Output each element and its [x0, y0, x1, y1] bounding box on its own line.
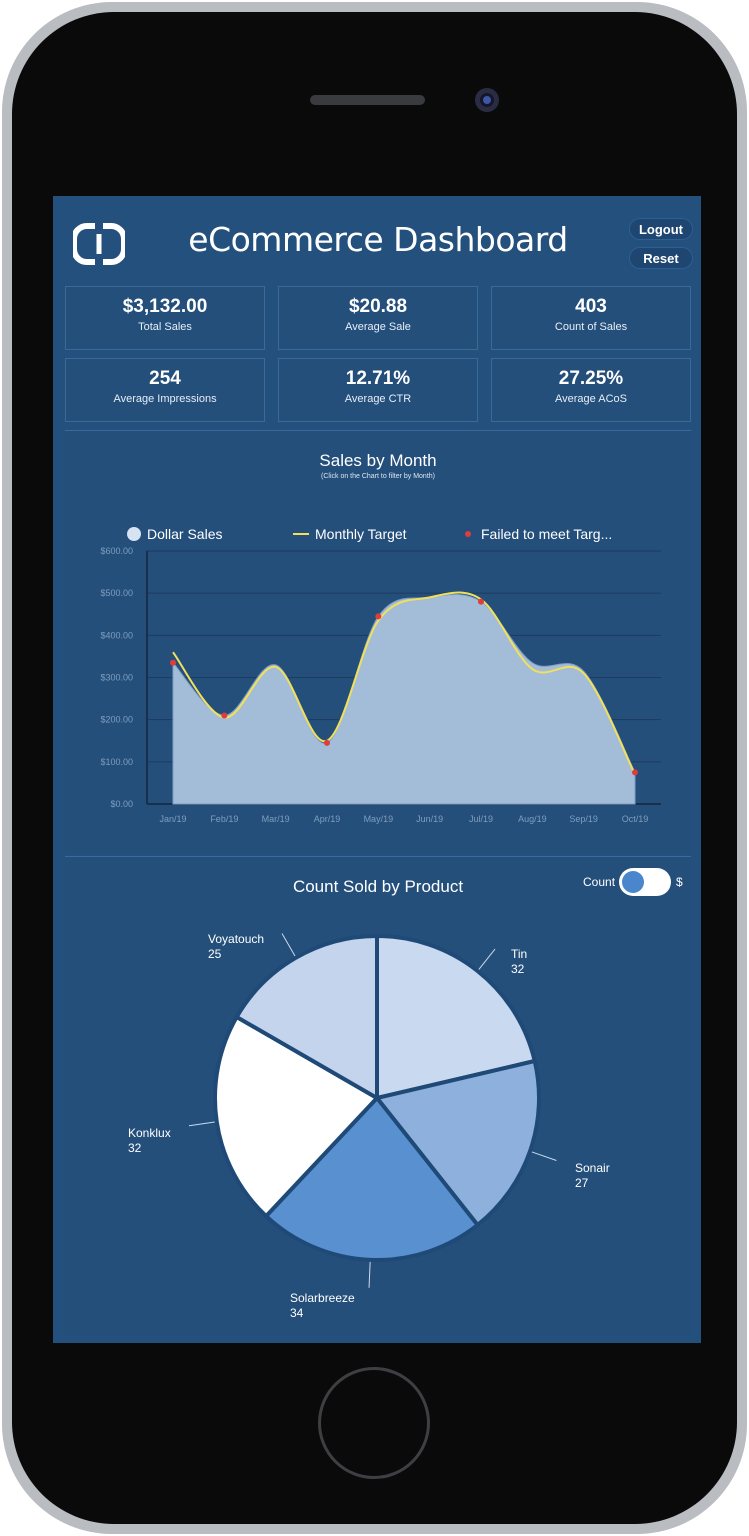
kpi-average-ctr: 12.71% Average CTR: [278, 358, 478, 422]
kpi-average-acos: 27.25% Average ACoS: [491, 358, 691, 422]
sales-by-month-chart[interactable]: $0.00 $100.00 $200.00 $300.00 $400.00 $500.00…: [65, 431, 691, 853]
kpi-label: Average Sale: [345, 321, 411, 333]
failed-target-point: [221, 712, 228, 719]
legend-failed-target[interactable]: Failed to meet Targ...: [465, 526, 612, 542]
kpi-label: Average ACoS: [555, 393, 627, 405]
kpi-count-of-sales: 403 Count of Sales: [491, 286, 691, 350]
kpi-average-impressions: 254 Average Impressions: [65, 358, 265, 422]
series-dollar-sales: [172, 593, 636, 805]
kpi-total-sales: $3,132.00 Total Sales: [65, 286, 265, 350]
x-tick-label: Apr/19: [314, 814, 341, 824]
x-tick-label: Mar/19: [262, 814, 290, 824]
failed-target-point: [170, 659, 176, 666]
legend-line-icon: [293, 533, 309, 535]
kpi-value: 27.25%: [558, 368, 624, 389]
toggle-knob: [622, 871, 644, 893]
pie-leader-line: [531, 1151, 557, 1161]
pie-leader-line: [281, 933, 296, 957]
count-by-product-panel: Count Sold by Product Count $ Tin 32 Sona…: [65, 856, 691, 1335]
sales-by-month-panel[interactable]: Sales by Month (Click on the Chart to fi…: [65, 430, 691, 853]
x-tick-label: Aug/19: [518, 814, 547, 824]
pie-label-solarbreeze: Solarbreeze 34: [290, 1291, 355, 1320]
kpi-label: Average Impressions: [113, 393, 217, 405]
kpi-label: Total Sales: [138, 321, 192, 333]
camera-icon: [475, 88, 499, 112]
kpi-value: 403: [575, 296, 607, 317]
kpi-average-sale: $20.88 Average Sale: [278, 286, 478, 350]
dashboard-screen: eCommerce Dashboard Logout Reset $3,132.…: [53, 196, 701, 1343]
y-tick-label: $200.00: [100, 715, 133, 725]
chart-title: Sales by Month: [319, 451, 437, 470]
pie-label-sonair: Sonair 27: [575, 1161, 610, 1190]
toggle-dollar-label: $: [676, 875, 683, 889]
toggle-count-label: Count: [583, 875, 616, 889]
chart-subtitle: (Click on the Chart to filter by Month): [321, 473, 435, 480]
pie-label-voyatouch: Voyatouch 25: [208, 932, 265, 961]
kpi-value: $3,132.00: [122, 296, 208, 317]
y-tick-label: $500.00: [100, 588, 133, 598]
legend-label: Monthly Target: [315, 526, 407, 542]
legend-label: Failed to meet Targ...: [481, 526, 613, 542]
pie-slice-tin: [375, 934, 537, 1100]
pie-slice-sonair: [375, 1059, 541, 1227]
x-tick-label: Jun/19: [416, 814, 443, 824]
count-by-product-pie[interactable]: [65, 857, 691, 1335]
home-button[interactable]: [318, 1367, 430, 1479]
legend-label: Dollar Sales: [147, 526, 223, 542]
x-tick-label: Sep/19: [569, 814, 598, 824]
x-tick-label: Feb/19: [210, 814, 238, 824]
kpi-label: Average CTR: [344, 393, 412, 405]
y-tick-label: $400.00: [100, 630, 133, 640]
phone-speaker: [310, 95, 425, 105]
kpi-value: 254: [149, 368, 181, 389]
legend-monthly-target[interactable]: Monthly Target: [293, 526, 407, 542]
y-tick-label: $300.00: [100, 673, 133, 683]
failed-target-point: [324, 739, 330, 746]
series-monthly-target: [172, 591, 636, 775]
x-tick-label: Jan/19: [159, 814, 186, 824]
brand-logo-icon: [73, 223, 125, 265]
pie-label-konklux: Konklux 32: [128, 1126, 171, 1155]
failed-target-point: [478, 598, 484, 605]
pie-leader-line: [368, 1261, 371, 1288]
y-tick-label: $600.00: [100, 546, 133, 556]
failed-target-point: [632, 769, 638, 776]
legend-marker-icon: [465, 531, 471, 537]
kpi-label: Count of Sales: [554, 321, 628, 333]
legend-dot-icon: [127, 527, 141, 541]
y-tick-label: $0.00: [110, 799, 133, 809]
page-title: eCommerce Dashboard: [188, 220, 568, 259]
pie-slice-voyatouch: [234, 934, 379, 1100]
x-tick-label: Jul/19: [469, 814, 493, 824]
reset-button[interactable]: Reset: [629, 247, 693, 269]
logout-button[interactable]: Logout: [629, 218, 693, 240]
x-tick-label: Oct/19: [622, 814, 649, 824]
pie-slice-konklux: [213, 1015, 379, 1219]
chart-title: Count Sold by Product: [292, 877, 464, 896]
pie-leader-line: [478, 948, 496, 970]
kpi-value: 12.71%: [345, 368, 411, 389]
pie-label-tin: Tin 32: [511, 947, 528, 976]
header: eCommerce Dashboard Logout Reset: [53, 196, 701, 280]
kpi-value: $20.88: [348, 296, 408, 317]
y-tick-label: $100.00: [100, 757, 133, 767]
pie-leader-line: [188, 1121, 215, 1127]
pie-slice-solarbreeze: [264, 1096, 480, 1262]
legend-dollar-sales[interactable]: Dollar Sales: [127, 526, 222, 542]
x-tick-label: May/19: [364, 814, 394, 824]
count-dollar-toggle[interactable]: [619, 868, 671, 896]
failed-target-point: [375, 613, 382, 620]
